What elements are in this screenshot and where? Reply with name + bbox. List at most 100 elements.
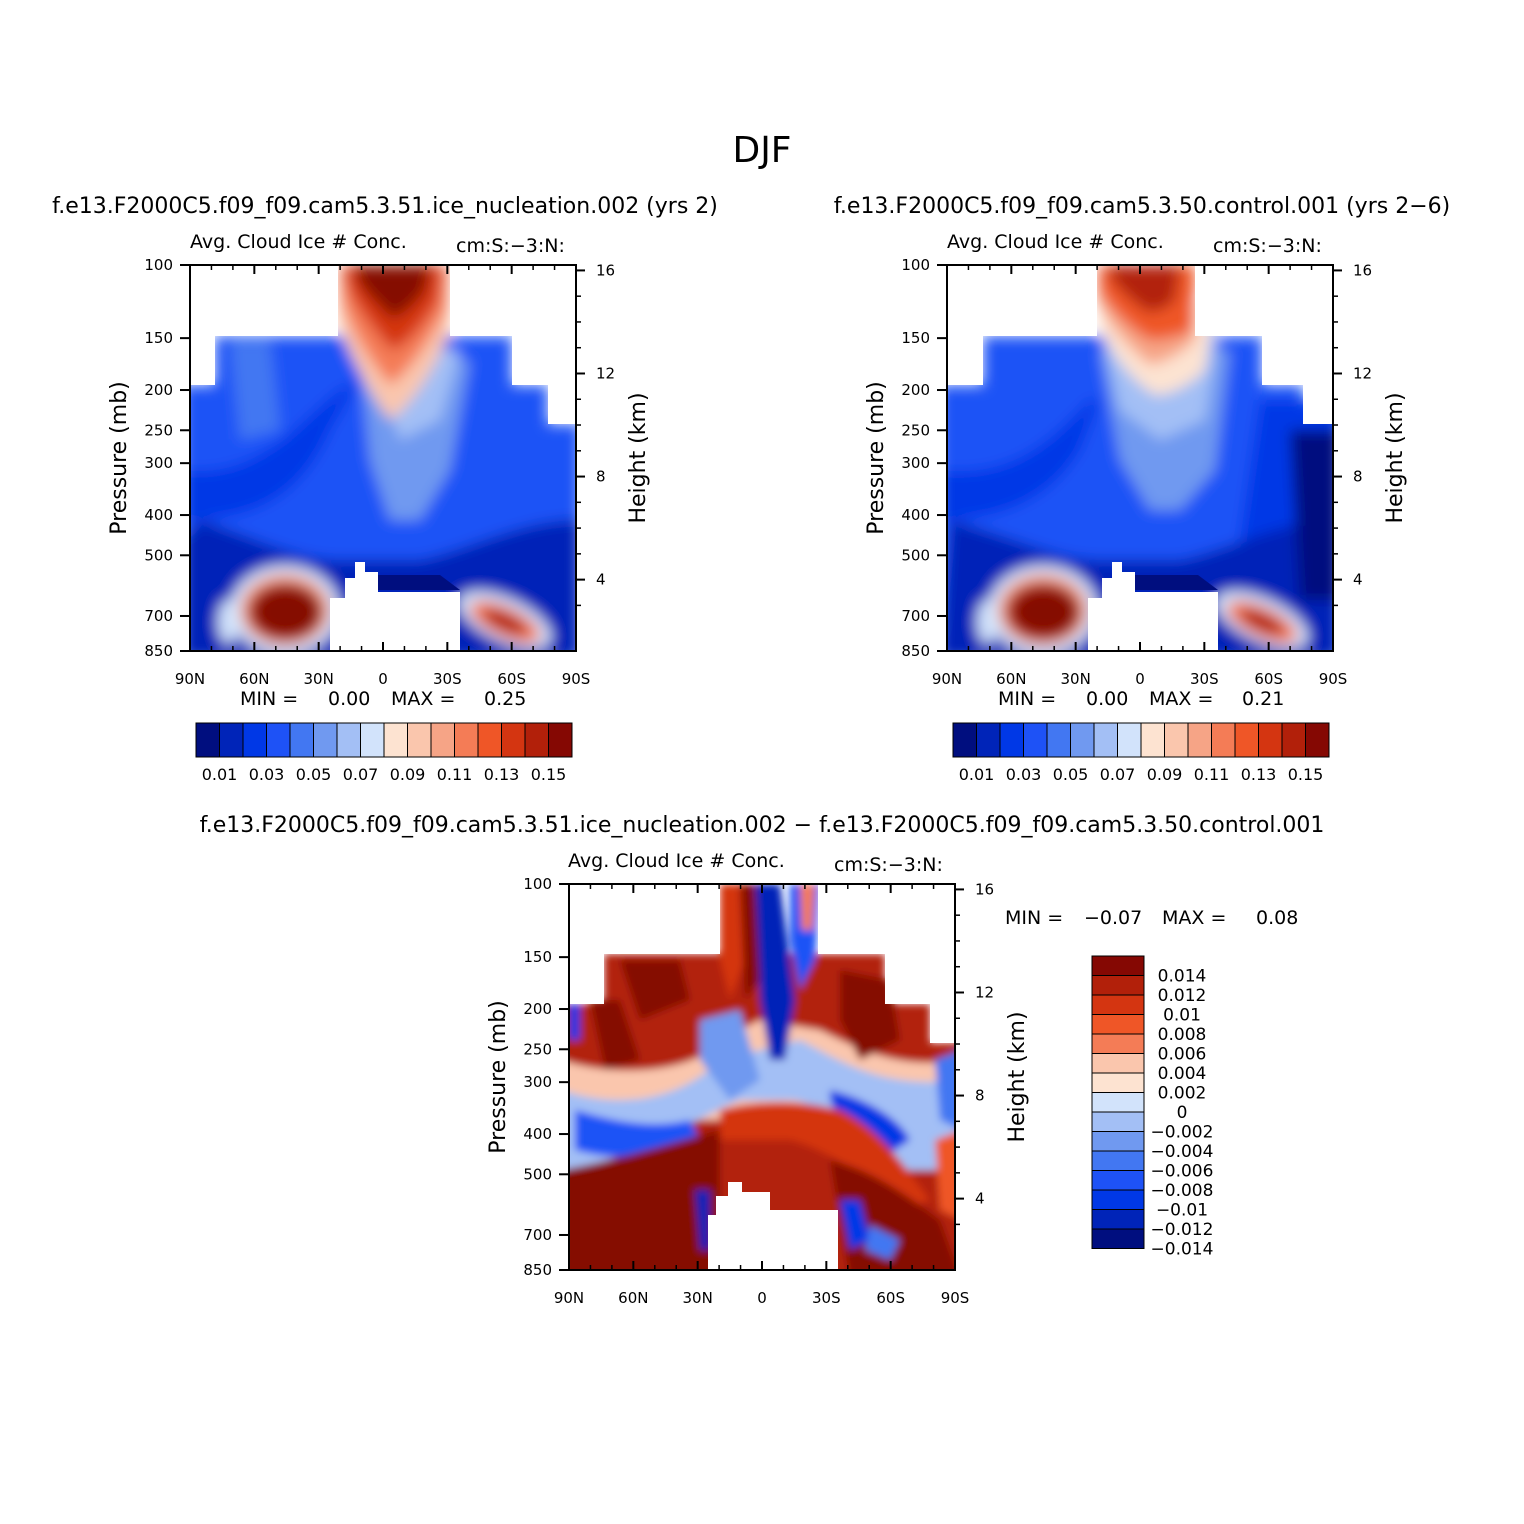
y-tick-label: 150 xyxy=(144,329,173,347)
colorbar-label: 0.05 xyxy=(1053,765,1089,784)
colorbar-box xyxy=(242,722,267,758)
variable-title: Avg. Cloud Ice # Conc. xyxy=(947,231,1164,253)
colorbar-label: −0.008 xyxy=(1151,1181,1214,1201)
colorbar-box xyxy=(336,722,361,758)
colorbar-label: 0.07 xyxy=(1100,765,1136,784)
y2-tick-label: 8 xyxy=(975,1087,985,1105)
colorbar-box xyxy=(360,722,385,758)
y-tick-label: 100 xyxy=(523,875,552,893)
units-label: cm:S:−3:N: xyxy=(456,235,565,257)
colorbar-box xyxy=(1164,722,1189,758)
colorbar-label: 0.13 xyxy=(484,765,520,784)
y2-axis-label: Height (km) xyxy=(1383,392,1408,523)
y2-tick-label: 8 xyxy=(596,468,606,486)
x-tick-label: 30N xyxy=(1061,670,1091,688)
colorbar-box xyxy=(1091,1131,1145,1152)
x-tick-label: 90N xyxy=(175,670,205,688)
colorbar-label: 0.11 xyxy=(1194,765,1230,784)
colorbar-label: −0.006 xyxy=(1151,1162,1214,1182)
y-tick-label: 300 xyxy=(144,454,173,472)
y-tick-label: 700 xyxy=(144,607,173,625)
x-tick-label: 90S xyxy=(1319,670,1348,688)
colorbar-label: 0.07 xyxy=(343,765,379,784)
colorbar-box xyxy=(1091,1111,1145,1132)
colorbar-box xyxy=(1046,722,1071,758)
x-tick-label: 60N xyxy=(996,670,1026,688)
colorbar-box xyxy=(1091,994,1145,1015)
x-tick-label: 30S xyxy=(812,1289,841,1307)
y-tick-label: 300 xyxy=(901,454,930,472)
colorbar-label: −0.012 xyxy=(1151,1220,1214,1240)
colorbar-box xyxy=(454,722,479,758)
axis-ticks: 90N 60N 30N 0 30S 60S 90S 100 150 200 250 300 400 500… xyxy=(144,256,615,688)
min-value: 0.00 xyxy=(1086,688,1128,710)
colorbar-label: 0.01 xyxy=(959,765,995,784)
colorbar-label: 0.03 xyxy=(1006,765,1042,784)
colorbar-label: −0.002 xyxy=(1151,1123,1214,1143)
y-tick-label: 850 xyxy=(523,1261,552,1279)
case-title: f.e13.F2000C5.f09_f09.cam5.3.51.ice_nucl… xyxy=(52,194,718,219)
y-tick-label: 300 xyxy=(523,1073,552,1091)
x-tick-label: 60S xyxy=(497,670,526,688)
y-tick-label: 150 xyxy=(901,329,930,347)
colorbar-label: 0.01 xyxy=(202,765,238,784)
max-label: MAX = xyxy=(391,688,455,710)
y-tick-label: 700 xyxy=(901,607,930,625)
axis-ticks: 90N 60N 30N 0 30S 60S 90S 100 150 200 250 300 400 500… xyxy=(523,875,994,1307)
y-tick-label: 700 xyxy=(523,1226,552,1244)
colorbar-box xyxy=(1117,722,1142,758)
colorbar-label: 0.13 xyxy=(1241,765,1277,784)
colorbar-box xyxy=(1093,722,1118,758)
colorbar-box xyxy=(313,722,338,758)
y-tick-label: 200 xyxy=(523,1000,552,1018)
y2-tick-label: 16 xyxy=(1353,261,1372,279)
axis-ticks: 90N 60N 30N 0 30S 60S 90S 100 150 200 250 300 400 500… xyxy=(901,256,1372,688)
y2-tick-label: 4 xyxy=(1353,571,1363,589)
contour-field xyxy=(569,884,955,1270)
colorbar-box xyxy=(1091,1092,1145,1113)
x-tick-label: 0 xyxy=(757,1289,767,1307)
y-tick-label: 250 xyxy=(144,421,173,439)
x-tick-label: 60N xyxy=(618,1289,648,1307)
colorbar-label: 0.09 xyxy=(1147,765,1183,784)
colorbar-label: 0.15 xyxy=(531,765,567,784)
units-label: cm:S:−3:N: xyxy=(1213,235,1322,257)
colorbar-box xyxy=(289,722,314,758)
colorbar-box xyxy=(1091,1209,1145,1230)
x-tick-label: 0 xyxy=(1135,670,1145,688)
colorbar-box xyxy=(1091,955,1145,976)
panel-ice-nucleation: f.e13.F2000C5.f09_f09.cam5.3.51.ice_nucl… xyxy=(52,194,718,784)
y-tick-label: 850 xyxy=(901,642,930,660)
figure-title: DJF xyxy=(732,130,791,171)
y2-tick-label: 12 xyxy=(596,364,615,382)
panel-difference: f.e13.F2000C5.f09_f09.cam5.3.51.ice_nucl… xyxy=(200,813,1325,1307)
y-axis-label: Pressure (mb) xyxy=(107,381,132,535)
colorbar-box xyxy=(548,722,573,758)
x-tick-label: 90S xyxy=(941,1289,970,1307)
colorbar-box xyxy=(999,722,1024,758)
max-value: 0.25 xyxy=(484,688,526,710)
max-value: 0.08 xyxy=(1256,907,1298,929)
x-tick-label: 0 xyxy=(378,670,388,688)
x-tick-label: 30S xyxy=(433,670,462,688)
colorbar-box xyxy=(1187,722,1212,758)
contour-field xyxy=(190,265,576,651)
colorbar-label: 0.008 xyxy=(1158,1025,1207,1045)
x-tick-label: 60S xyxy=(1254,670,1283,688)
x-tick-label: 30N xyxy=(304,670,334,688)
y-tick-label: 200 xyxy=(901,381,930,399)
colorbar-box xyxy=(1091,1033,1145,1054)
colorbar: 0.0140.0120.010.0080.0060.0040.0020−0.00… xyxy=(1091,955,1214,1260)
case-title: f.e13.F2000C5.f09_f09.cam5.3.51.ice_nucl… xyxy=(200,813,1325,838)
x-tick-label: 90N xyxy=(932,670,962,688)
colorbar-box xyxy=(266,722,291,758)
x-tick-label: 30N xyxy=(683,1289,713,1307)
colorbar-box xyxy=(219,722,244,758)
y2-tick-label: 8 xyxy=(1353,468,1363,486)
colorbar-box xyxy=(976,722,1001,758)
colorbar-label: 0.05 xyxy=(296,765,332,784)
y2-tick-label: 16 xyxy=(596,261,615,279)
y2-axis-label: Height (km) xyxy=(626,392,651,523)
colorbar-box xyxy=(1258,722,1283,758)
units-label: cm:S:−3:N: xyxy=(834,854,943,876)
